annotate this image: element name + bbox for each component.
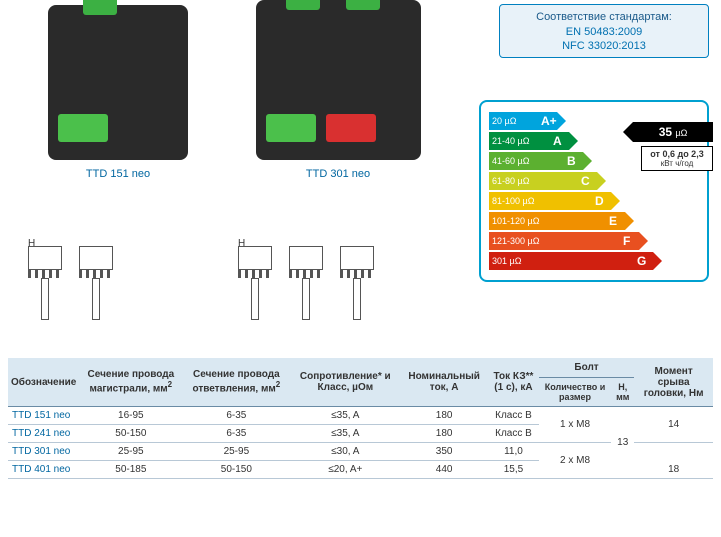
cell-bolt-qty: 2 x M8 bbox=[539, 443, 611, 479]
cell-branch: 6-35 bbox=[182, 407, 290, 425]
th-bolt-h: H, мм bbox=[611, 378, 634, 407]
product-images: TTD 151 neo TTD 301 neo H H bbox=[8, 0, 468, 340]
cell-name: TTD 241 neo bbox=[8, 425, 79, 443]
cell-torque: 18 bbox=[634, 461, 713, 479]
energy-bar: 301 µΩG bbox=[489, 252, 699, 270]
energy-grade: D bbox=[595, 192, 703, 210]
cell-name: TTD 151 neo bbox=[8, 407, 79, 425]
energy-bar: 20 µΩA+ bbox=[489, 112, 699, 130]
table-row: TTD 301 neo25-9525-95≤30, A35011,02 x M8 bbox=[8, 443, 713, 461]
th-bolt: Болт bbox=[539, 358, 634, 378]
th-branch: Сечение провода ответвления, мм2 bbox=[182, 358, 290, 407]
cell-short: 11,0 bbox=[488, 443, 539, 461]
product-1: TTD 151 neo bbox=[28, 5, 208, 180]
product-1-label: TTD 151 neo bbox=[86, 168, 150, 180]
energy-bar: 61-80 µΩC bbox=[489, 172, 699, 190]
standards-line-2: NFC 33020:2013 bbox=[504, 39, 704, 53]
cell-torque: 14 bbox=[634, 407, 713, 443]
spec-table: Обозначение Сечение провода магистрали, … bbox=[8, 358, 713, 479]
cell-nominal: 180 bbox=[400, 407, 488, 425]
cell-main: 25-95 bbox=[79, 443, 182, 461]
cell-resist: ≤20, A+ bbox=[290, 461, 400, 479]
energy-bar: 101-120 µΩE bbox=[489, 212, 699, 230]
connector-illustration-1 bbox=[48, 5, 188, 160]
th-name: Обозначение bbox=[8, 358, 79, 407]
energy-range: 121-300 µΩ bbox=[489, 232, 545, 250]
th-nominal: Номинальный ток, А bbox=[400, 358, 488, 407]
cell-short: Класс В bbox=[488, 407, 539, 425]
connector-illustration-2 bbox=[256, 0, 421, 160]
energy-bar: 41-60 µΩB bbox=[489, 152, 699, 170]
energy-range: 41-60 µΩ bbox=[489, 152, 545, 170]
cell-main: 16-95 bbox=[79, 407, 182, 425]
schematic-1: H bbox=[28, 240, 208, 335]
energy-bar: 21-40 µΩA bbox=[489, 132, 699, 150]
product-2: TTD 301 neo bbox=[238, 0, 438, 180]
energy-range: 301 µΩ bbox=[489, 252, 545, 270]
energy-bars: 20 µΩA+ 21-40 µΩA 41-60 µΩB 61-80 µΩC 81-100… bbox=[489, 112, 699, 270]
energy-bar: 81-100 µΩD bbox=[489, 192, 699, 210]
th-short: Ток КЗ** (1 с), кА bbox=[488, 358, 539, 407]
energy-range: 101-120 µΩ bbox=[489, 212, 545, 230]
energy-grade: F bbox=[623, 232, 703, 250]
energy-grade: G bbox=[637, 252, 703, 270]
cell-main: 50-185 bbox=[79, 461, 182, 479]
energy-grade: B bbox=[567, 152, 703, 170]
cell-nominal: 350 bbox=[400, 443, 488, 461]
cell-nominal: 440 bbox=[400, 461, 488, 479]
cell-branch: 6-35 bbox=[182, 425, 290, 443]
standards-line-1: EN 50483:2009 bbox=[504, 25, 704, 39]
energy-grade: E bbox=[609, 212, 703, 230]
cell-main: 50-150 bbox=[79, 425, 182, 443]
th-resist: Сопротивление* и Класс, µОм bbox=[290, 358, 400, 407]
energy-range: 21-40 µΩ bbox=[489, 132, 545, 150]
cell-resist: ≤35, A bbox=[290, 407, 400, 425]
th-bolt-qty: Количество и размер bbox=[539, 378, 611, 407]
cell-resist: ≤30, A bbox=[290, 443, 400, 461]
cell-short: Класс В bbox=[488, 425, 539, 443]
standards-title: Соответствие стандартам: bbox=[504, 9, 704, 25]
cell-nominal: 180 bbox=[400, 425, 488, 443]
cell-resist: ≤35, A bbox=[290, 425, 400, 443]
energy-grade: A+ bbox=[541, 112, 703, 130]
cell-branch: 50-150 bbox=[182, 461, 290, 479]
cell-name: TTD 301 neo bbox=[8, 443, 79, 461]
cell-short: 15,5 bbox=[488, 461, 539, 479]
energy-bar: 121-300 µΩF bbox=[489, 232, 699, 250]
energy-grade: C bbox=[581, 172, 703, 190]
table-row: TTD 151 neo16-956-35≤35, A180Класс В1 x … bbox=[8, 407, 713, 425]
energy-range: 81-100 µΩ bbox=[489, 192, 545, 210]
energy-grade: A bbox=[553, 132, 703, 150]
standards-box: Соответствие стандартам: EN 50483:2009 N… bbox=[499, 4, 709, 58]
energy-range: 61-80 µΩ bbox=[489, 172, 545, 190]
energy-rating-chart: 20 µΩA+21-40 µΩA41-60 µΩB61-80 µΩC81-100… bbox=[479, 100, 709, 282]
energy-range: 20 µΩ bbox=[489, 112, 545, 130]
cell-name: TTD 401 neo bbox=[8, 461, 79, 479]
th-torque: Момент срыва головки, Нм bbox=[634, 358, 713, 407]
schematic-2: H bbox=[238, 240, 418, 335]
th-main: Сечение провода магистрали, мм2 bbox=[79, 358, 182, 407]
cell-branch: 25-95 bbox=[182, 443, 290, 461]
cell-bolt-h: 13 bbox=[611, 407, 634, 479]
cell-bolt-qty: 1 x M8 bbox=[539, 407, 611, 443]
product-2-label: TTD 301 neo bbox=[306, 168, 370, 180]
